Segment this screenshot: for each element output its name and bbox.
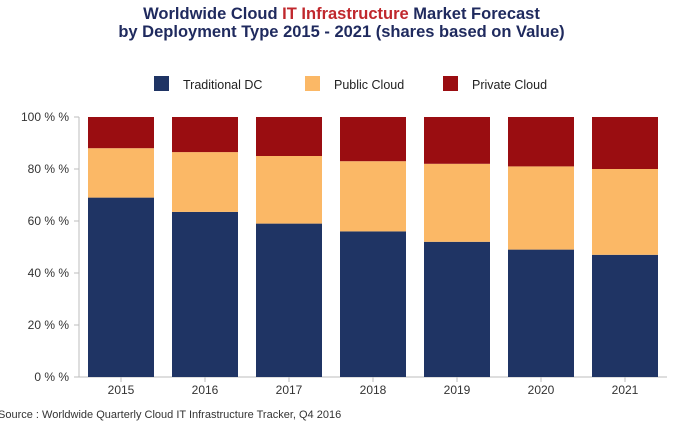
bar-segment: [88, 148, 154, 198]
chart-title-line-1: Worldwide Cloud IT Infrastructure Market…: [0, 5, 683, 23]
x-tick-label: 2017: [276, 383, 303, 397]
legend-label: Traditional DC: [183, 78, 262, 92]
bar-segment: [256, 223, 322, 377]
x-tick-label: 2019: [444, 383, 471, 397]
bar-segment: [172, 152, 238, 212]
y-tick-label: 60 % %: [28, 214, 70, 228]
y-tick-label: 100 % %: [21, 110, 69, 124]
legend-label: Private Cloud: [472, 78, 547, 92]
y-tick-label: 80 % %: [28, 162, 70, 176]
bar-segment: [592, 169, 658, 255]
chart-title-line-2: by Deployment Type 2015 - 2021 (shares b…: [118, 23, 565, 41]
y-tick-label: 0 % %: [34, 370, 69, 384]
bar-segment: [424, 117, 490, 164]
source-note: Source : Worldwide Quarterly Cloud IT In…: [0, 409, 342, 421]
title-text-part: Worldwide Cloud: [143, 5, 283, 23]
bar-segment: [88, 117, 154, 149]
bar-segment: [172, 211, 238, 377]
bar-segment: [508, 166, 574, 250]
bar-segment: [508, 249, 574, 377]
bar-segment: [256, 156, 322, 224]
x-tick-label: 2021: [612, 383, 639, 397]
x-tick-label: 2016: [192, 383, 219, 397]
title-accent-text: IT Infrastructure: [282, 5, 409, 23]
bar-segment: [592, 117, 658, 169]
legend-swatch: [305, 76, 320, 91]
bar-segment: [424, 241, 490, 377]
bar-segment: [508, 117, 574, 167]
bar-segment: [592, 254, 658, 377]
bar-segment: [340, 117, 406, 162]
bar-segment: [172, 117, 238, 153]
bar-segment: [340, 231, 406, 377]
title-text-part-end: Market Forecast: [408, 5, 540, 23]
bar-segment: [424, 163, 490, 242]
x-tick-label: 2018: [360, 383, 387, 397]
x-tick-label: 2015: [108, 383, 135, 397]
bar-segment: [340, 161, 406, 232]
legend-swatch: [154, 76, 169, 91]
x-tick-label: 2020: [528, 383, 555, 397]
y-tick-label: 40 % %: [28, 266, 70, 280]
legend-swatch: [443, 76, 458, 91]
bar-segment: [256, 117, 322, 156]
bar-segment: [88, 197, 154, 377]
legend-label: Public Cloud: [334, 78, 404, 92]
y-tick-label: 20 % %: [28, 318, 70, 332]
